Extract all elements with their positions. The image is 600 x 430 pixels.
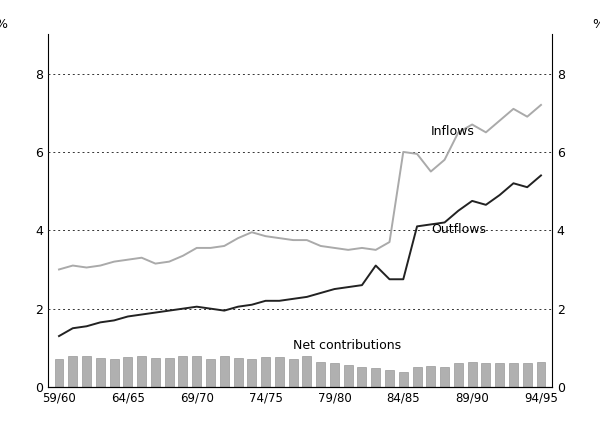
Bar <box>302 356 311 387</box>
Text: Outflows: Outflows <box>431 223 486 236</box>
Bar <box>385 370 394 387</box>
Bar <box>178 356 187 387</box>
Bar <box>523 363 532 387</box>
Text: Inflows: Inflows <box>431 125 475 138</box>
Bar <box>371 368 380 387</box>
Bar <box>536 362 545 387</box>
Bar <box>247 359 256 387</box>
Bar <box>344 365 353 387</box>
Bar <box>509 363 518 387</box>
Bar <box>358 367 367 387</box>
Bar <box>275 357 284 387</box>
Bar <box>316 362 325 387</box>
Bar <box>165 358 173 387</box>
Bar <box>137 356 146 387</box>
Bar <box>495 363 504 387</box>
Bar <box>220 356 229 387</box>
Bar <box>454 363 463 387</box>
Text: %: % <box>0 18 8 31</box>
Text: %: % <box>592 18 600 31</box>
Bar <box>289 359 298 387</box>
Bar <box>427 366 435 387</box>
Bar <box>110 359 119 387</box>
Bar <box>55 359 64 387</box>
Bar <box>233 358 242 387</box>
Bar <box>151 358 160 387</box>
Bar <box>261 357 270 387</box>
Bar <box>330 363 339 387</box>
Bar <box>467 362 476 387</box>
Bar <box>399 372 408 387</box>
Bar <box>68 356 77 387</box>
Bar <box>82 356 91 387</box>
Bar <box>413 367 422 387</box>
Bar <box>192 356 201 387</box>
Bar <box>440 367 449 387</box>
Bar <box>481 363 490 387</box>
Bar <box>206 359 215 387</box>
Bar <box>124 357 133 387</box>
Text: Net contributions: Net contributions <box>293 339 401 352</box>
Bar <box>96 358 105 387</box>
